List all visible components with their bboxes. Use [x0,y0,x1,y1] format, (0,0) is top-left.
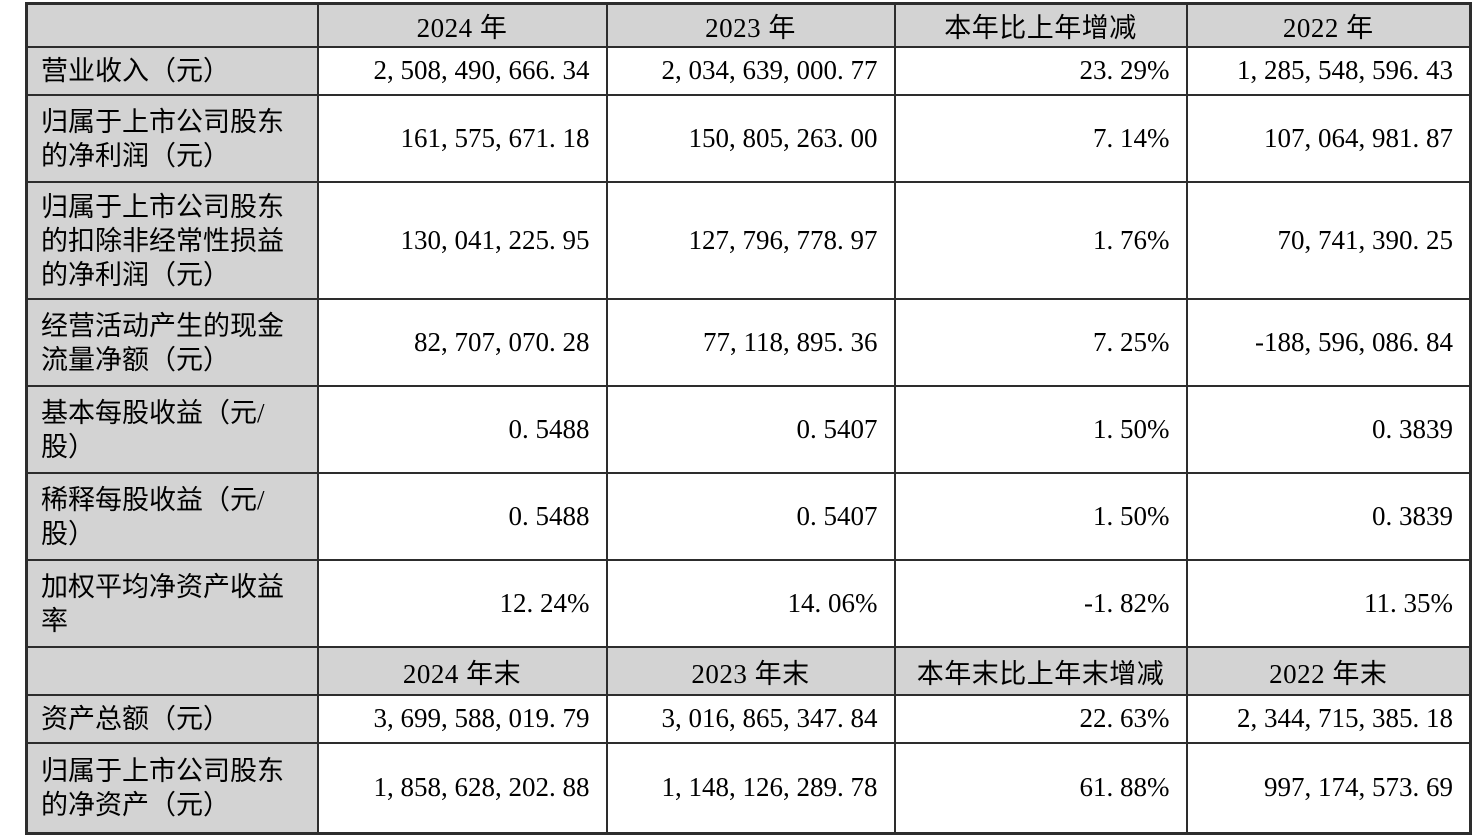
value-cell: 1. 76% [893,181,1188,300]
value-cell: 1, 858, 628, 202. 88 [316,742,608,834]
value-cell: 7. 14% [893,94,1188,183]
col-header-2023-end: 2023 年末 [605,646,896,696]
value-cell: 61. 88% [893,742,1188,834]
value-cell: 77, 118, 895. 36 [605,298,896,387]
value-cell: 0. 3839 [1185,385,1472,474]
value-cell: 127, 796, 778. 97 [605,181,896,300]
value-cell: 1, 148, 126, 289. 78 [605,742,896,834]
value-cell: 0. 5488 [316,472,608,561]
value-cell: -188, 596, 086. 84 [1185,298,1472,387]
row-label: 归属于上市公司股东 的净利润（元） [25,94,319,183]
value-cell: 2, 344, 715, 385. 18 [1185,694,1472,744]
value-cell: 0. 3839 [1185,472,1472,561]
value-cell: 0. 5488 [316,385,608,474]
header-corner-cell [25,646,319,696]
row-label: 营业收入（元） [25,46,319,96]
value-cell: 1. 50% [893,472,1188,561]
row-label: 资产总额（元） [25,694,319,744]
value-cell: 161, 575, 671. 18 [316,94,608,183]
table-row-revenue: 营业收入（元） 2, 508, 490, 666. 34 2, 034, 639… [25,46,1472,96]
value-cell: 997, 174, 573. 69 [1185,742,1472,834]
row-label: 经营活动产生的现金 流量净额（元） [25,298,319,387]
col-header-2024: 2024 年 [316,2,608,48]
row-label: 基本每股收益（元/ 股） [25,385,319,474]
value-cell: 3, 699, 588, 019. 79 [316,694,608,744]
header-row-year-end: 2024 年末 2023 年末 本年末比上年末增减 2022 年末 [25,646,1472,696]
table-row-total-assets: 资产总额（元） 3, 699, 588, 019. 79 3, 016, 865… [25,694,1472,744]
table-row-operating-cash-flow: 经营活动产生的现金 流量净额（元） 82, 707, 070. 28 77, 1… [25,298,1472,387]
table-row-net-profit: 归属于上市公司股东 的净利润（元） 161, 575, 671. 18 150,… [25,94,1472,183]
table-row-net-assets: 归属于上市公司股东 的净资产（元） 1, 858, 628, 202. 88 1… [25,742,1472,834]
value-cell: -1. 82% [893,559,1188,648]
value-cell: 1. 50% [893,385,1188,474]
col-header-2024-end: 2024 年末 [316,646,608,696]
value-cell: 70, 741, 390. 25 [1185,181,1472,300]
table-row-basic-eps: 基本每股收益（元/ 股） 0. 5488 0. 5407 1. 50% 0. 3… [25,385,1472,474]
value-cell: 11. 35% [1185,559,1472,648]
col-header-2023: 2023 年 [605,2,896,48]
value-cell: 0. 5407 [605,385,896,474]
value-cell: 7. 25% [893,298,1188,387]
header-corner-cell [25,2,319,48]
table-row-diluted-eps: 稀释每股收益（元/ 股） 0. 5488 0. 5407 1. 50% 0. 3… [25,472,1472,561]
value-cell: 23. 29% [893,46,1188,96]
row-label: 归属于上市公司股东 的净资产（元） [25,742,319,834]
col-header-2022-end: 2022 年末 [1185,646,1472,696]
col-header-yoy-change: 本年比上年增减 [893,2,1188,48]
col-header-year-end-change: 本年末比上年末增减 [893,646,1188,696]
row-label: 稀释每股收益（元/ 股） [25,472,319,561]
value-cell: 82, 707, 070. 28 [316,298,608,387]
value-cell: 2, 508, 490, 666. 34 [316,46,608,96]
value-cell: 2, 034, 639, 000. 77 [605,46,896,96]
value-cell: 12. 24% [316,559,608,648]
value-cell: 1, 285, 548, 596. 43 [1185,46,1472,96]
value-cell: 0. 5407 [605,472,896,561]
value-cell: 14. 06% [605,559,896,648]
financial-summary: 2024 年 2023 年 本年比上年增减 2022 年 营业收入（元） 2, … [25,2,1472,835]
header-row-annual: 2024 年 2023 年 本年比上年增减 2022 年 [25,2,1472,48]
financial-summary-table: 2024 年 2023 年 本年比上年增减 2022 年 营业收入（元） 2, … [25,2,1472,835]
value-cell: 22. 63% [893,694,1188,744]
table-row-weighted-avg-roe: 加权平均净资产收益 率 12. 24% 14. 06% -1. 82% 11. … [25,559,1472,648]
row-label: 加权平均净资产收益 率 [25,559,319,648]
value-cell: 130, 041, 225. 95 [316,181,608,300]
value-cell: 3, 016, 865, 347. 84 [605,694,896,744]
row-label: 归属于上市公司股东 的扣除非经常性损益 的净利润（元） [25,181,319,300]
value-cell: 150, 805, 263. 00 [605,94,896,183]
col-header-2022: 2022 年 [1185,2,1472,48]
table-row-net-profit-excl-nonrecurring: 归属于上市公司股东 的扣除非经常性损益 的净利润（元） 130, 041, 22… [25,181,1472,300]
value-cell: 107, 064, 981. 87 [1185,94,1472,183]
